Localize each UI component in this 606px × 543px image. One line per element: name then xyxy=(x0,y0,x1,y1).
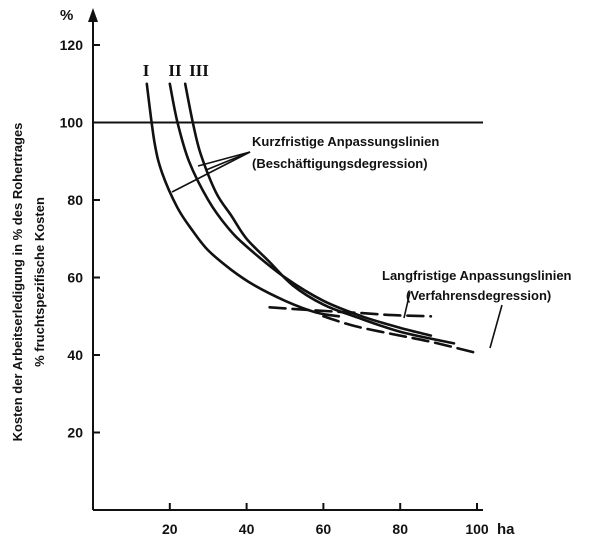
annotation-short-run-line: (Beschäftigungsdegression) xyxy=(252,156,428,171)
x-tick-label: 80 xyxy=(392,521,408,537)
annotation-long-run-pointer xyxy=(403,291,411,319)
annotation-short-run-pointer xyxy=(171,151,251,193)
annotation-long-run-line: (Verfahrensdegression) xyxy=(406,288,551,303)
long-run-dashed-line-2 xyxy=(322,315,479,355)
annotation-short-run-pointer xyxy=(197,151,251,167)
annotation-long-run-line: Langfristige Anpassungslinien xyxy=(382,268,572,283)
annotation-long-run: Langfristige Anpassungslinien (Verfahrens… xyxy=(382,268,572,303)
x-tick-label: 40 xyxy=(239,521,255,537)
annotation-long-run-pointer xyxy=(489,304,503,349)
curve-label-II: II xyxy=(168,61,182,80)
curve-II xyxy=(168,82,433,337)
tick-labels: 20 40 60 80 100 120 20 40 60 80 100% ha Kosten der A… xyxy=(10,7,515,538)
curve-label-III: III xyxy=(189,61,209,80)
curve-I xyxy=(145,82,341,318)
long-run-dashed-line-1 xyxy=(268,306,433,318)
y-axis-label-line: % fruchtspezifische Kosten xyxy=(32,197,47,367)
x-tick-label: 60 xyxy=(316,521,332,537)
y-tick-label: 80 xyxy=(67,192,83,208)
curves xyxy=(145,82,479,355)
annotation-short-run: Kurzfristige Anpassungslinien (Beschäftig… xyxy=(252,134,439,171)
y-tick-label: 100 xyxy=(60,115,84,131)
axes xyxy=(88,8,483,511)
annotation-short-run-line: Kurzfristige Anpassungslinien xyxy=(252,134,439,149)
x-unit-label: ha xyxy=(497,521,515,538)
y-tick-label: 20 xyxy=(67,425,83,441)
x-tick-label: 100 xyxy=(465,521,489,537)
annotation-short-run-pointer xyxy=(205,151,251,171)
curve-III xyxy=(183,82,456,345)
y-tick-label: 120 xyxy=(60,37,84,53)
y-unit-label: % xyxy=(60,7,73,24)
y-tick-label: 60 xyxy=(67,270,83,286)
y-axis-label-line: Kosten der Arbeitserledigung in % des Ro… xyxy=(10,123,25,442)
x-tick-label: 20 xyxy=(162,521,178,537)
y-axis-label: Kosten der Arbeitserledigung in % des Ro… xyxy=(10,123,47,442)
y-tick-label: 40 xyxy=(67,347,83,363)
curve-label-I: I xyxy=(143,61,150,80)
y-axis-arrow xyxy=(88,8,98,22)
